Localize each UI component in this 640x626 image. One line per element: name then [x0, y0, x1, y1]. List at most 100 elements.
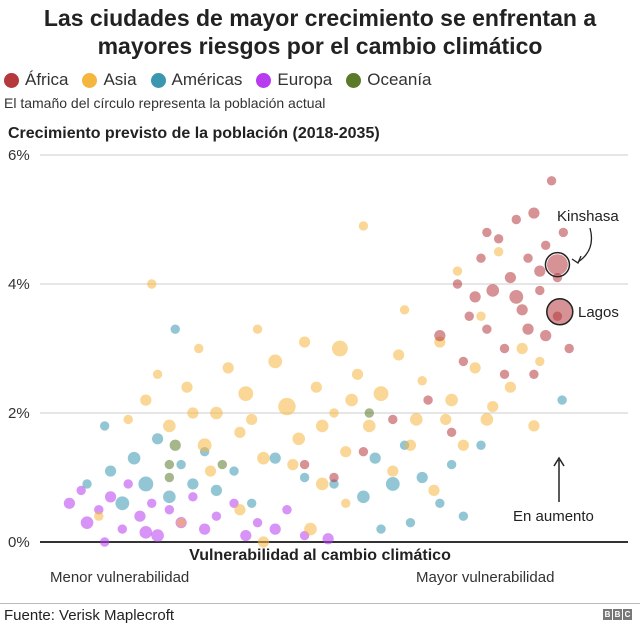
- bubble-áfrica: [504, 271, 517, 284]
- chart-title: Las ciudades de mayor crecimiento se enf…: [43, 5, 597, 59]
- bubble-américas: [435, 498, 445, 508]
- bubble-asia: [387, 465, 399, 477]
- y-tick-label: 4%: [8, 276, 30, 293]
- bubble-asia: [187, 407, 199, 419]
- bubble-asia: [358, 221, 369, 231]
- bubble-asia: [331, 340, 348, 357]
- bubble-asia: [373, 386, 389, 402]
- bubble-américas: [151, 433, 164, 445]
- bubble-asia: [210, 406, 223, 420]
- bubble-asia: [292, 432, 306, 446]
- bubble-áfrica: [534, 265, 546, 277]
- bubble-asia: [393, 349, 405, 361]
- bubble-europa: [76, 485, 86, 496]
- bubble-europa: [134, 510, 146, 522]
- bubble-áfrica: [546, 176, 557, 186]
- bubble-asia: [440, 413, 452, 426]
- legend-swatch: [82, 72, 98, 88]
- bubble-europa: [117, 524, 128, 534]
- bubble-áfrica: [535, 285, 545, 296]
- bubble-asia: [469, 362, 481, 374]
- bubble-asia: [176, 517, 186, 528]
- bubble-asia: [315, 477, 329, 491]
- bubble-oceanía: [169, 439, 181, 451]
- bubble-américas: [476, 440, 486, 450]
- bubble-oceanía: [164, 472, 175, 483]
- bubble-asia: [351, 368, 364, 380]
- bubble-áfrica: [558, 227, 569, 238]
- arrow-kinshasa: [577, 227, 593, 263]
- bubble-áfrica: [482, 227, 492, 238]
- bubble-asia: [304, 522, 317, 536]
- legend-swatch: [256, 72, 272, 88]
- bubble-áfrica: [499, 369, 510, 379]
- bubble-europa: [252, 517, 263, 528]
- bubble-áfrica: [329, 472, 339, 483]
- bubble-europa: [240, 529, 252, 542]
- bubble-asia: [152, 369, 163, 379]
- bubble-asia: [163, 419, 176, 433]
- bubble-asia: [194, 343, 204, 354]
- bubble-áfrica: [547, 254, 568, 276]
- bubble-asia: [140, 394, 152, 406]
- bubble-asia: [222, 362, 234, 374]
- bubble-américas: [299, 472, 310, 483]
- bubble-asia: [345, 393, 358, 407]
- legend-item-asia: Asia: [82, 70, 137, 90]
- bubble-áfrica: [564, 343, 574, 354]
- bubble-asia: [123, 414, 133, 425]
- bubble-américas: [357, 490, 370, 504]
- arrow-head: [553, 456, 565, 467]
- highlight-ring: [544, 251, 571, 278]
- bubble-áfrica: [509, 290, 524, 304]
- bubble-asia: [257, 536, 270, 548]
- bubble-oceanía: [217, 459, 227, 470]
- bubble-áfrica: [493, 234, 504, 244]
- bubble-américas: [115, 496, 130, 511]
- bubble-oceanía: [364, 408, 374, 418]
- bubble-asia: [476, 311, 486, 321]
- bubble-áfrica: [476, 253, 486, 263]
- legend-label: África: [25, 70, 69, 89]
- bubble-áfrica: [511, 214, 521, 225]
- size-note: El tamaño del círculo representa la pobl…: [4, 95, 326, 111]
- legend-label: Asia: [103, 70, 137, 89]
- bubble-asia: [428, 484, 440, 497]
- bubble-asia: [341, 498, 351, 508]
- bubble-asia: [504, 381, 517, 393]
- bubble-américas: [269, 452, 281, 464]
- legend-swatch: [4, 72, 19, 88]
- bubble-europa: [104, 491, 117, 503]
- legend-swatch: [346, 72, 362, 88]
- bubble-europa: [199, 523, 211, 535]
- bubble-américas: [557, 395, 567, 405]
- bubble-áfrica: [547, 299, 573, 325]
- y-axis-label: Crecimiento previsto de la población (20…: [8, 125, 380, 142]
- bubble-europa: [63, 497, 76, 509]
- bubble-asia: [452, 266, 463, 276]
- bubble-oceanía: [164, 459, 175, 470]
- bubble-áfrica: [540, 240, 551, 250]
- bubble-asia: [246, 413, 258, 426]
- highlight-ring: [546, 297, 574, 326]
- bubble-américas: [163, 490, 176, 504]
- bubble-europa: [188, 492, 198, 502]
- bubble-américas: [229, 466, 239, 476]
- bubble-américas: [446, 459, 457, 470]
- bubble-asia: [181, 381, 193, 393]
- bubble-europa: [282, 505, 292, 515]
- bubble-américas: [458, 511, 469, 521]
- bubble-asia: [234, 426, 246, 438]
- bubble-asia: [487, 400, 499, 413]
- bubble-europa: [99, 537, 110, 547]
- bubble-áfrica: [358, 447, 369, 457]
- x-axis-low-label: Menor vulnerabilidad: [50, 569, 190, 586]
- footer-divider: [0, 603, 640, 604]
- bubble-américas: [138, 476, 154, 492]
- legend-item-europa: Europa: [256, 70, 332, 90]
- bubble-áfrica: [482, 324, 492, 334]
- bubble-asia: [278, 397, 296, 416]
- bubble-asia: [445, 393, 458, 407]
